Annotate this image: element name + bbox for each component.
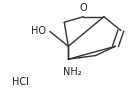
Text: O: O: [79, 3, 87, 13]
Text: HCl: HCl: [12, 77, 29, 87]
Text: NH₂: NH₂: [63, 67, 81, 77]
Text: HO: HO: [31, 27, 46, 36]
